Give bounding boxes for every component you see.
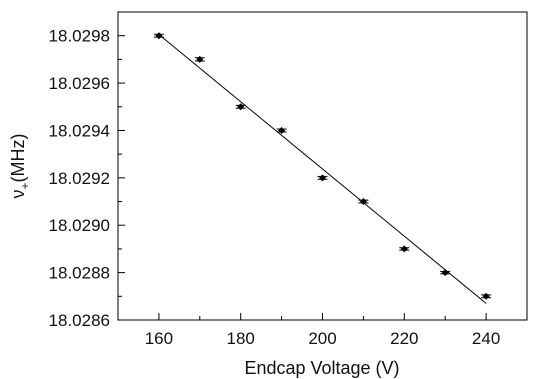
data-point	[194, 55, 205, 63]
x-axis-ticks: 160 180 200 220 240	[145, 313, 500, 348]
y-axis-ticks: 18.0286 18.0288 18.0290 18.0292 18.0294 18.02…	[49, 27, 125, 330]
fit-line-group	[158, 34, 487, 304]
data-point	[481, 292, 492, 300]
y-tick-label: 18.0292	[49, 169, 110, 188]
plot-frame	[117, 11, 528, 321]
data-point	[153, 32, 164, 40]
x-tick-label: 200	[308, 329, 336, 348]
data-point	[276, 126, 287, 134]
y-axis-title-sub: +	[18, 182, 32, 189]
data-points	[153, 32, 492, 300]
x-tick-label: 240	[472, 329, 500, 348]
point-marker	[155, 32, 163, 40]
point-marker	[359, 198, 367, 206]
point-marker	[400, 245, 408, 253]
data-point	[358, 198, 369, 206]
y-axis-title-main: ν	[8, 190, 28, 199]
minor-ticks	[117, 11, 528, 320]
x-axis-title: Endcap Voltage (V)	[244, 358, 399, 378]
x-tick-label: 220	[390, 329, 418, 348]
x-tick-label: 180	[227, 329, 255, 348]
data-point	[440, 269, 451, 277]
y-axis-title: ν+(MHz)	[8, 134, 32, 199]
point-marker	[482, 292, 490, 300]
y-tick-label: 18.0298	[49, 27, 110, 46]
y-tick-label: 18.0294	[49, 121, 110, 140]
data-point	[235, 103, 246, 111]
x-tick-label: 160	[145, 329, 173, 348]
point-marker	[319, 174, 326, 182]
y-tick-label: 18.0286	[49, 311, 110, 330]
y-tick-label: 18.0288	[49, 264, 110, 283]
y-axis-title-unit: (MHz)	[8, 134, 28, 183]
y-tick-label: 18.0296	[49, 74, 110, 93]
y-tick-label: 18.0290	[49, 216, 110, 235]
point-marker	[237, 103, 245, 111]
data-point	[399, 245, 410, 253]
fit-line	[158, 34, 487, 304]
data-point	[317, 174, 328, 182]
point-marker	[278, 126, 286, 134]
point-marker	[441, 269, 449, 277]
point-marker	[196, 55, 204, 63]
